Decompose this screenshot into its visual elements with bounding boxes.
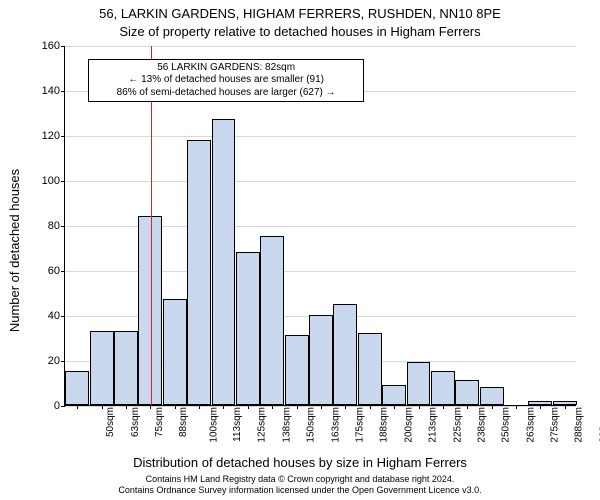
x-tick-mark bbox=[321, 405, 322, 409]
y-axis-label-text: Number of detached houses bbox=[8, 168, 23, 331]
x-tick-label: 88sqm bbox=[178, 407, 189, 437]
footer-line-2: Contains Ordnance Survey information lic… bbox=[0, 485, 600, 496]
y-tick-label: 20 bbox=[30, 355, 60, 367]
histogram-bar bbox=[236, 252, 260, 405]
x-tick-mark bbox=[345, 405, 346, 409]
x-tick-label: 75sqm bbox=[154, 407, 165, 437]
histogram-bar bbox=[187, 140, 211, 406]
histogram-bar bbox=[212, 119, 236, 405]
x-tick-label: 225sqm bbox=[452, 407, 463, 443]
gridline bbox=[65, 136, 576, 137]
annotation-line: 86% of semi-detached houses are larger (… bbox=[93, 87, 359, 100]
footer-line-1: Contains HM Land Registry data © Crown c… bbox=[0, 474, 600, 485]
chart-title-main: 56, LARKIN GARDENS, HIGHAM FERRERS, RUSH… bbox=[0, 6, 600, 21]
histogram-bar bbox=[260, 236, 284, 405]
x-tick-mark bbox=[394, 405, 395, 409]
x-tick-label: 275sqm bbox=[550, 407, 561, 443]
x-tick-label: 150sqm bbox=[306, 407, 317, 443]
x-tick-mark bbox=[248, 405, 249, 409]
y-tick-mark bbox=[61, 91, 65, 92]
annotation-line: ← 13% of detached houses are smaller (91… bbox=[93, 74, 359, 87]
x-tick-mark bbox=[199, 405, 200, 409]
histogram-bar bbox=[382, 385, 406, 405]
plot-area: 50sqm63sqm75sqm88sqm100sqm113sqm125sqm13… bbox=[64, 46, 576, 406]
y-tick-mark bbox=[61, 316, 65, 317]
histogram-bar bbox=[90, 331, 114, 405]
x-tick-mark bbox=[272, 405, 273, 409]
gridline bbox=[65, 181, 576, 182]
x-tick-label: 113sqm bbox=[232, 407, 243, 442]
x-tick-mark bbox=[467, 405, 468, 409]
x-tick-mark bbox=[565, 405, 566, 409]
annotation-box: 56 LARKIN GARDENS: 82sqm← 13% of detache… bbox=[88, 59, 364, 103]
x-tick-mark bbox=[77, 405, 78, 409]
x-tick-label: 200sqm bbox=[403, 407, 414, 443]
x-tick-label: 163sqm bbox=[330, 407, 341, 443]
y-axis-label: Number of detached houses bbox=[8, 0, 22, 500]
x-tick-label: 213sqm bbox=[428, 407, 439, 443]
x-tick-mark bbox=[175, 405, 176, 409]
x-tick-label: 175sqm bbox=[355, 407, 366, 443]
y-tick-mark bbox=[61, 271, 65, 272]
x-tick-mark bbox=[419, 405, 420, 409]
histogram-bar bbox=[309, 315, 333, 405]
histogram-bar bbox=[455, 380, 479, 405]
x-tick-mark bbox=[150, 405, 151, 409]
y-tick-mark bbox=[61, 46, 65, 47]
annotation-line: 56 LARKIN GARDENS: 82sqm bbox=[93, 62, 359, 75]
y-tick-mark bbox=[61, 361, 65, 362]
x-tick-label: 250sqm bbox=[501, 407, 512, 443]
histogram-bar bbox=[333, 304, 357, 405]
x-tick-mark bbox=[443, 405, 444, 409]
gridline bbox=[65, 46, 576, 47]
y-tick-label: 100 bbox=[30, 175, 60, 187]
chart-title-sub: Size of property relative to detached ho… bbox=[0, 24, 600, 39]
x-tick-mark bbox=[126, 405, 127, 409]
y-tick-label: 80 bbox=[30, 220, 60, 232]
y-tick-mark bbox=[61, 226, 65, 227]
y-tick-label: 0 bbox=[30, 400, 60, 412]
x-tick-mark bbox=[492, 405, 493, 409]
x-tick-mark bbox=[540, 405, 541, 409]
x-tick-label: 63sqm bbox=[130, 407, 141, 437]
x-axis-label: Distribution of detached houses by size … bbox=[0, 455, 600, 470]
x-tick-mark bbox=[516, 405, 517, 409]
x-tick-label: 100sqm bbox=[208, 407, 219, 443]
histogram-bar bbox=[358, 333, 382, 405]
histogram-bar bbox=[114, 331, 138, 405]
histogram-bar bbox=[431, 371, 455, 405]
x-tick-mark bbox=[102, 405, 103, 409]
y-tick-mark bbox=[61, 136, 65, 137]
x-tick-label: 188sqm bbox=[379, 407, 390, 443]
y-tick-label: 140 bbox=[30, 85, 60, 97]
x-tick-label: 125sqm bbox=[257, 407, 268, 443]
chart-container: 56, LARKIN GARDENS, HIGHAM FERRERS, RUSH… bbox=[0, 0, 600, 500]
histogram-bar bbox=[65, 371, 89, 405]
x-tick-label: 263sqm bbox=[525, 407, 536, 443]
x-tick-mark bbox=[370, 405, 371, 409]
x-tick-label: 288sqm bbox=[574, 407, 585, 443]
histogram-bar bbox=[407, 362, 431, 405]
x-tick-label: 50sqm bbox=[105, 407, 116, 437]
y-tick-label: 120 bbox=[30, 130, 60, 142]
x-tick-mark bbox=[297, 405, 298, 409]
footer-attribution: Contains HM Land Registry data © Crown c… bbox=[0, 474, 600, 496]
histogram-bar bbox=[480, 387, 504, 405]
y-tick-label: 60 bbox=[30, 265, 60, 277]
x-tick-label: 238sqm bbox=[476, 407, 487, 443]
x-tick-label: 138sqm bbox=[281, 407, 292, 443]
histogram-bar bbox=[285, 335, 309, 405]
y-tick-mark bbox=[61, 181, 65, 182]
y-tick-label: 40 bbox=[30, 310, 60, 322]
x-tick-mark bbox=[223, 405, 224, 409]
y-tick-label: 160 bbox=[30, 40, 60, 52]
histogram-bar bbox=[163, 299, 187, 405]
y-tick-mark bbox=[61, 406, 65, 407]
